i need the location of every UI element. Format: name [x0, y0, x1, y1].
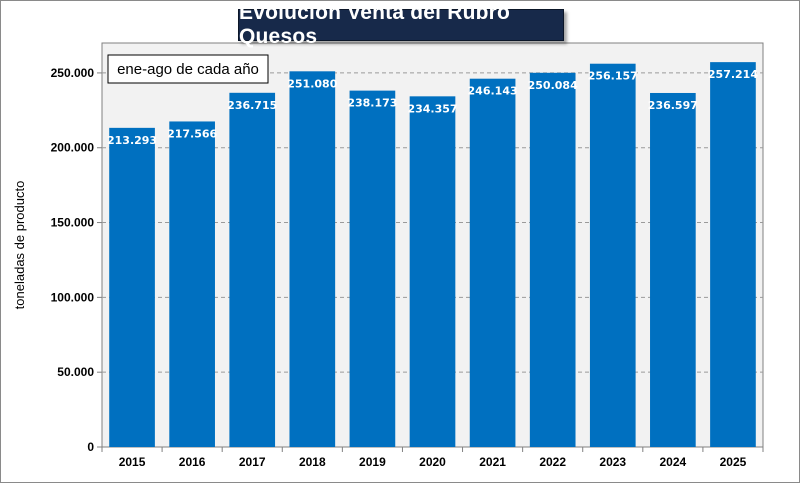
x-tick-label: 2023	[599, 455, 626, 469]
x-tick-label: 2018	[299, 455, 326, 469]
bar-2023	[589, 63, 636, 448]
x-axis: 2015 2016 2017 2018 2019 2020 2021 2022 2023 2024…	[101, 447, 764, 469]
annotation-box: ene-ago de cada año	[107, 54, 269, 84]
x-tick-label: 2015	[119, 455, 146, 469]
bar-2018	[289, 71, 336, 447]
bar-2017	[229, 92, 276, 447]
bar-value-label: 256.157	[588, 70, 638, 83]
bar-value-label: 236.597	[648, 99, 698, 112]
bar-value-label: 246.143	[468, 85, 518, 98]
chart-title: Evolución Venta del Rubro Quesos	[238, 1, 564, 48]
y-tick-label: 50.000	[57, 365, 94, 379]
bar-2016	[169, 121, 215, 448]
bar-value-label: 257.214	[708, 68, 758, 81]
bar-value-label: 217.566	[167, 127, 217, 140]
x-tick-label: 2017	[239, 455, 266, 469]
y-tick-label: 200.000	[51, 141, 95, 155]
bar-2020	[409, 96, 456, 447]
bar-value-label: 238.173	[347, 97, 397, 110]
x-tick-label: 2020	[419, 455, 446, 469]
bar-2024	[650, 92, 696, 448]
annotation-text: ene-ago de cada año	[117, 61, 259, 78]
bar-labels: 213.293 217.566 236.715 251.080 238.173 234.3…	[107, 68, 758, 147]
x-tick-label: 2016	[179, 455, 206, 469]
bar-value-label: 234.357	[407, 102, 457, 115]
bars	[109, 62, 756, 448]
bar-2015	[109, 127, 155, 448]
bar-2019	[349, 90, 396, 447]
bar-2025	[710, 62, 756, 447]
bar-value-label: 251.080	[287, 77, 337, 90]
x-tick-label: 2024	[660, 455, 687, 469]
x-tick-label: 2019	[359, 455, 386, 469]
bar-2022	[529, 72, 576, 448]
bar-value-label: 236.715	[227, 99, 277, 112]
y-tick-label: 150.000	[51, 216, 95, 230]
bar-2021	[469, 78, 516, 447]
x-tick-label: 2022	[539, 455, 566, 469]
y-tick-label: 0	[87, 440, 94, 454]
x-tick-label: 2021	[479, 455, 506, 469]
bar-value-label: 250.084	[528, 79, 578, 92]
y-tick-label: 250.000	[51, 66, 95, 80]
y-axis: 0 50.000 100.000 150.000 200.000 250.000	[51, 66, 102, 454]
y-tick-label: 100.000	[51, 290, 95, 304]
bar-value-label: 213.293	[107, 134, 157, 147]
x-tick-label: 2025	[720, 455, 747, 469]
y-axis-label: toneladas de producto	[12, 181, 27, 310]
